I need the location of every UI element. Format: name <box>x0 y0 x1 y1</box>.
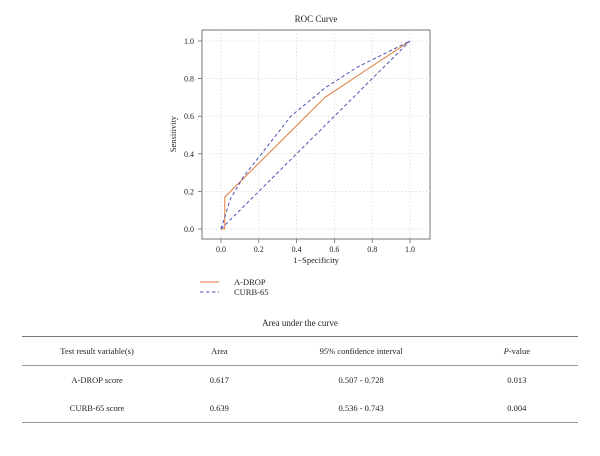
y-axis-label: Sensitivity <box>168 115 178 152</box>
roc-chart: ROC Curve 0.0 0.2 0.4 0.6 0.8 1.0 0.0 0.2 0.4 0.6… <box>168 14 431 297</box>
col-header-ci: 95% confidence interval <box>266 336 456 366</box>
chart-title: ROC Curve <box>295 14 338 24</box>
grid-lines <box>202 30 430 239</box>
x-tick-label: 1.0 <box>405 245 415 254</box>
cell-variable: A-DROP score <box>71 375 123 385</box>
col-header-pvalue: P-value <box>455 336 578 366</box>
axes: 0.0 0.2 0.4 0.6 0.8 1.0 0.0 0.2 0.4 0.6 0.8 1.0 <box>184 37 415 254</box>
cell-pvalue: 0.004 <box>455 394 578 423</box>
legend-label: A-DROP <box>234 277 266 287</box>
reference-line <box>220 40 411 230</box>
legend-label: CURB-65 <box>234 287 268 297</box>
y-tick-label: 0.6 <box>184 112 194 121</box>
x-tick-label: 0.4 <box>292 245 302 254</box>
plot-frame <box>201 29 431 240</box>
y-tick-label: 1.0 <box>184 37 194 46</box>
y-tick-label: 0.0 <box>184 225 194 234</box>
x-tick-label: 0.2 <box>254 245 264 254</box>
table-row: CURB-65 score 0.639 0.536 - 0.743 0.004 <box>22 394 578 423</box>
series-group <box>220 40 411 230</box>
series-line-curb-65 <box>220 40 411 230</box>
col-header-area: Area <box>172 336 267 366</box>
y-tick-label: 0.8 <box>184 75 194 84</box>
y-tick-label: 0.4 <box>184 150 194 159</box>
table-title: Area under the curve <box>262 318 338 328</box>
cell-ci: 0.536 - 0.743 <box>266 394 456 423</box>
cell-area: 0.639 <box>172 394 267 423</box>
table-row: A-DROP score 0.617 0.507 - 0.728 0.013 <box>22 366 578 395</box>
x-axis-label: 1−Specificity <box>293 255 340 265</box>
x-tick-label: 0.6 <box>329 245 339 254</box>
x-tick-label: 0.0 <box>216 245 226 254</box>
cell-variable: CURB-65 score <box>22 394 173 423</box>
pvalue-suffix: -value <box>508 346 531 356</box>
series-line-a-drop <box>221 40 411 230</box>
table-header-row: Test result variable(s) Area 95% confide… <box>22 336 578 366</box>
p-italic: P <box>503 346 509 356</box>
col-header-variable: Test result variable(s) <box>22 336 173 366</box>
cell-pvalue: 0.013 <box>507 375 527 385</box>
cell-area: 0.617 <box>209 375 229 385</box>
cell-ci: 0.507 - 0.728 <box>338 375 384 385</box>
x-tick-label: 0.8 <box>367 245 377 254</box>
auc-table: Test result variable(s) Area 95% confide… <box>22 336 578 423</box>
y-tick-label: 0.2 <box>184 187 194 196</box>
